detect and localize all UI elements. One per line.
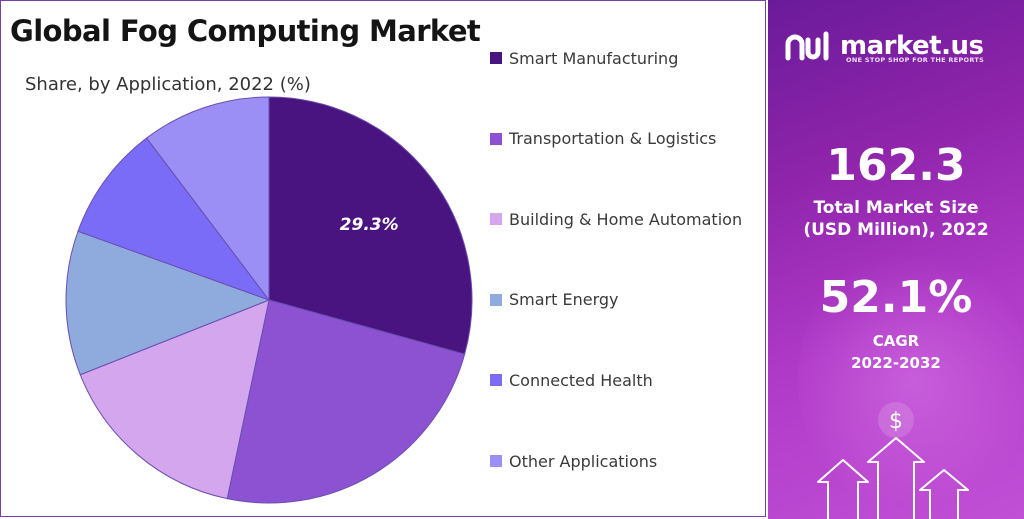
legend-swatch bbox=[490, 293, 502, 306]
pie-slice-0 bbox=[268, 96, 473, 355]
panel-glow bbox=[798, 240, 1024, 519]
chart-title: Global Fog Computing Market bbox=[10, 14, 481, 48]
dollar-icon: $ bbox=[889, 409, 903, 434]
chart-subtitle: Share, by Application, 2022 (%) bbox=[25, 74, 311, 95]
legend-label: Other Applications bbox=[509, 451, 658, 471]
legend-item: Smart Energy bbox=[490, 290, 619, 310]
legend-item: Building & Home Automation bbox=[490, 209, 742, 229]
market-size-label-line1: Total Market Size bbox=[813, 198, 979, 218]
pie-slice-4 bbox=[77, 137, 271, 302]
legend-item: Connected Health bbox=[490, 370, 653, 390]
pie-slice-5 bbox=[145, 96, 270, 302]
pie-slice-1 bbox=[226, 299, 466, 504]
pie-slice-3 bbox=[65, 230, 271, 376]
brand-name: market.us bbox=[840, 31, 984, 61]
cagr-label: CAGR bbox=[872, 332, 920, 350]
legend-label: Transportation & Logistics bbox=[509, 129, 717, 149]
cagr-value: 52.1% bbox=[819, 272, 973, 323]
pie-chart: 29.3% bbox=[65, 96, 473, 504]
legend-label: Smart Manufacturing bbox=[509, 48, 679, 68]
pie-slice-2 bbox=[79, 299, 270, 500]
pie-data-label-0: 29.3% bbox=[340, 215, 399, 235]
legend-swatch bbox=[490, 52, 502, 64]
brand-logo: market.us bbox=[784, 28, 984, 64]
legend-item: Smart Manufacturing bbox=[490, 48, 678, 68]
market-size-label-line2: (USD Million), 2022 bbox=[803, 220, 989, 240]
dollar-circle bbox=[878, 402, 914, 438]
cagr-period: 2022-2032 bbox=[851, 354, 941, 372]
growth-arrows-icon: $ bbox=[817, 402, 969, 519]
legend-swatch bbox=[490, 132, 502, 145]
legend-swatch bbox=[490, 374, 502, 387]
legend-swatch bbox=[490, 455, 502, 467]
summary-panel: market.us ONE STOP SHOP FOR THE REPORTS … bbox=[768, 0, 1024, 519]
legend-item: Transportation & Logistics bbox=[490, 129, 716, 149]
market-size-label: Total Market Size (USD Million), 2022 bbox=[768, 197, 1024, 241]
legend-item: Other Applications bbox=[490, 451, 657, 471]
legend-swatch bbox=[490, 213, 502, 226]
brand-tagline: ONE STOP SHOP FOR THE REPORTS bbox=[846, 56, 985, 64]
legend-label: Smart Energy bbox=[509, 290, 619, 310]
legend-label: Building & Home Automation bbox=[509, 209, 743, 229]
cagr-label-block: CAGR 2022-2032 bbox=[768, 330, 1024, 374]
market-size-value: 162.3 bbox=[826, 140, 966, 191]
legend-label: Connected Health bbox=[509, 370, 653, 390]
market-us-logo-icon bbox=[785, 31, 829, 61]
